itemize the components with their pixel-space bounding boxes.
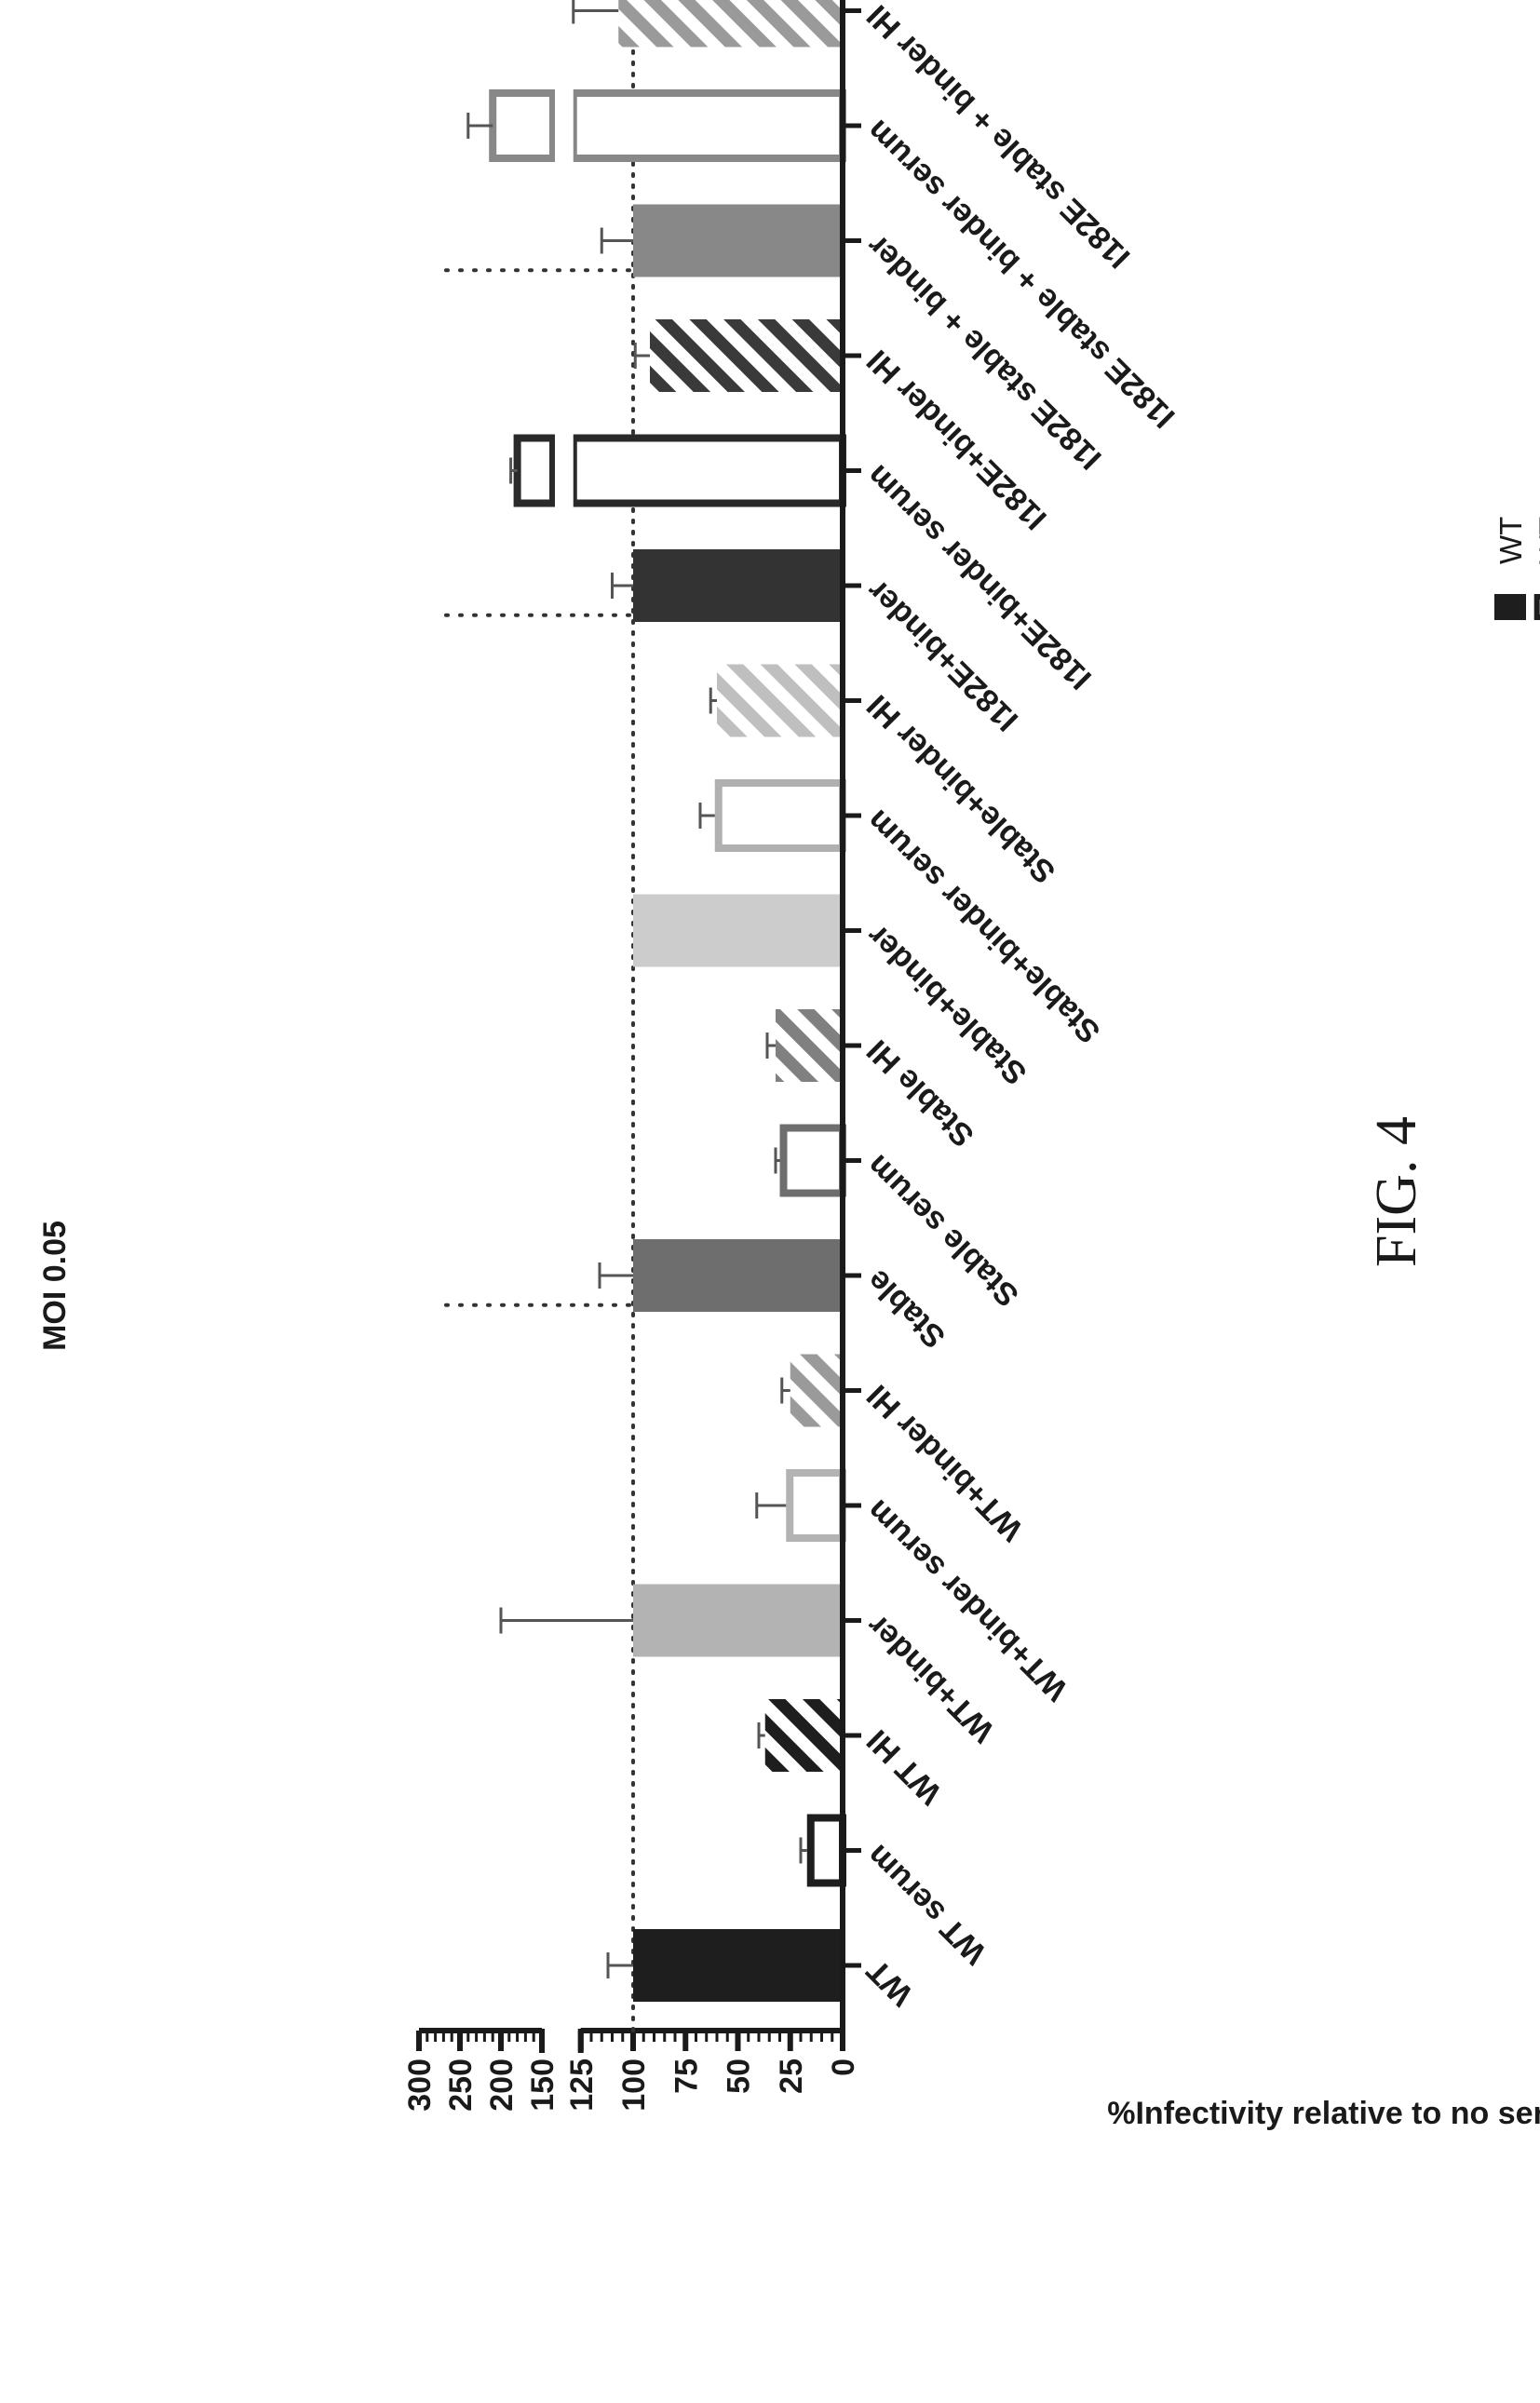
y-tick-label: 0 <box>826 2059 861 2076</box>
y-tick-label: 300 <box>402 2059 438 2112</box>
bar-12 <box>717 664 843 737</box>
error-bar-8 <box>774 1147 780 1174</box>
x-tick-label: WT serum <box>860 1838 993 1971</box>
error-bar-11 <box>698 803 715 829</box>
legend-item: WT serum <box>1533 423 1540 620</box>
error-bar-4 <box>499 1607 633 1634</box>
bar-4 <box>633 1584 843 1657</box>
error-bar-5 <box>755 1492 787 1519</box>
error-bar-1 <box>606 1952 633 1978</box>
y-tick-label: 150 <box>525 2059 561 2112</box>
error-bar-16 <box>600 227 633 254</box>
bar-18 <box>618 0 843 47</box>
legend-item: WT <box>1493 517 1528 620</box>
x-axis <box>840 0 861 2032</box>
bar-3 <box>764 1699 843 1772</box>
legend-label: WT <box>1493 517 1528 564</box>
x-tick-label: Stable <box>860 1262 952 1355</box>
y-tick-label: 50 <box>722 2059 757 2094</box>
error-bar-15 <box>633 343 650 369</box>
bar-5 <box>786 1469 846 1542</box>
error-bar-17 <box>466 113 493 139</box>
error-bar-14 <box>509 457 518 484</box>
y-tick-label: 75 <box>669 2059 704 2094</box>
y-tick-label: 25 <box>774 2059 809 2094</box>
bar-9 <box>776 1009 843 1082</box>
error-bar-13 <box>611 573 633 599</box>
error-bar-12 <box>709 687 717 714</box>
y-tick-label: 200 <box>484 2059 520 2112</box>
x-tick-label: I182E+binder serum <box>860 458 1099 696</box>
x-tick-label: WT+binder serum <box>860 1492 1075 1708</box>
bar-1 <box>633 1929 843 2002</box>
bar-2 <box>806 1814 846 1887</box>
error-bar-3 <box>757 1722 765 1748</box>
error-bar-2 <box>799 1837 807 1864</box>
y-axis-label: %Infectivity relative to no serum <box>1107 2096 1540 2131</box>
bar-13 <box>633 549 843 622</box>
y-tick-label: 250 <box>443 2059 479 2112</box>
bar-14 <box>513 428 846 513</box>
figure-label: FIG. 4 <box>1365 1116 1428 1267</box>
bar-15 <box>650 319 843 392</box>
x-tick-label: Stable+binder serum <box>860 803 1107 1049</box>
x-tick-label: Stable+binder HI <box>860 688 1062 890</box>
chart-title: MOI 0.05 <box>37 1221 73 1351</box>
rotated-figure: MOI 0.05 %Infectivity relative to no ser… <box>37 0 1540 2131</box>
bar-6 <box>790 1354 843 1427</box>
error-bar-18 <box>572 0 619 24</box>
x-tick-label: WT <box>860 1952 920 2012</box>
bar-11 <box>714 779 846 852</box>
error-bar-6 <box>780 1377 790 1404</box>
bar-7 <box>633 1239 843 1312</box>
bar-17 <box>489 84 846 168</box>
x-tick-label: WT HI <box>860 1722 949 1811</box>
y-tick-label: 125 <box>564 2059 600 2112</box>
y-tick-label: 100 <box>616 2059 652 2112</box>
bar-8 <box>779 1124 846 1197</box>
bars <box>436 0 846 2032</box>
x-tick-label: I182E stable + binder <box>860 228 1109 477</box>
bar-16 <box>633 204 843 277</box>
error-bar-7 <box>598 1262 633 1289</box>
x-tick-label: Stable HI <box>860 1033 981 1154</box>
bar-10 <box>633 894 843 967</box>
error-bar-9 <box>765 1033 776 1059</box>
legend-label: WT serum <box>1533 423 1540 564</box>
